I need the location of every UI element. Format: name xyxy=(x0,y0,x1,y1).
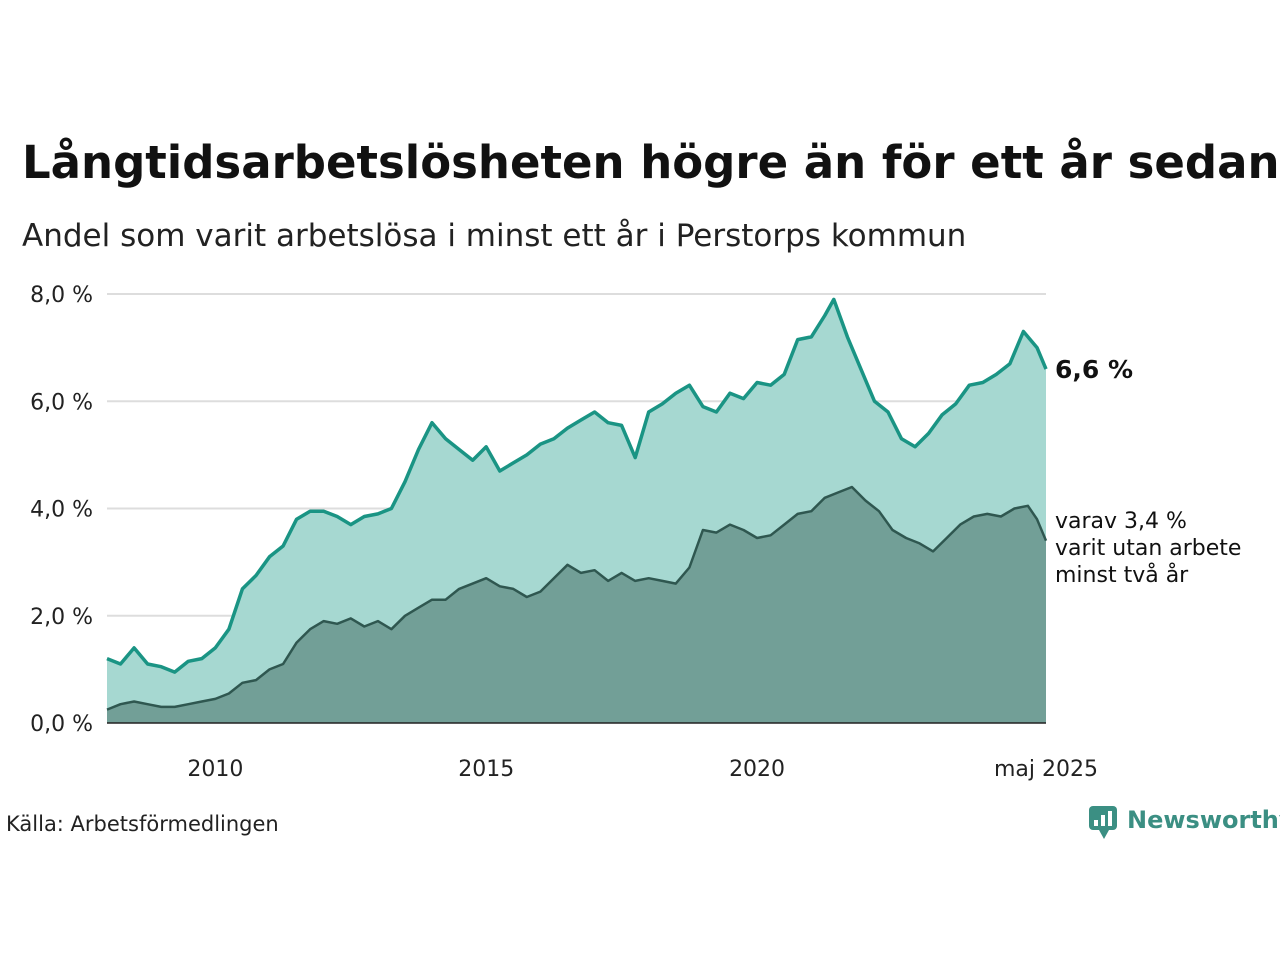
newsworthy-logo: Newsworthy xyxy=(1089,806,1280,839)
y-tick-label: 6,0 % xyxy=(30,390,93,415)
plot-area xyxy=(106,297,1048,724)
x-axis: 2010 2015 2020 maj 2025 xyxy=(187,757,1098,782)
y-tick-label: 4,0 % xyxy=(30,498,93,523)
annotation-line-1: varav 3,4 % xyxy=(1055,509,1187,534)
chart-title: Långtidsarbetslösheten högre än för ett … xyxy=(22,136,1280,189)
series-minst-tva-ar-area xyxy=(107,487,1046,723)
series-minst-tva-ar-line xyxy=(106,485,1048,711)
y-tick-label: 8,0 % xyxy=(30,283,93,308)
y-axis: 0,0 % 2,0 % 4,0 % 6,0 % 8,0 % xyxy=(30,283,93,737)
x-tick-label: 2010 xyxy=(187,757,243,782)
annotation-line-2: varit utan arbete xyxy=(1055,536,1241,561)
y-tick-label: 0,0 % xyxy=(30,712,93,737)
end-value-label: 6,6 % xyxy=(1055,355,1133,384)
x-tick-label: 2015 xyxy=(458,757,514,782)
chart-subtitle: Andel som varit arbetslösa i minst ett å… xyxy=(22,218,966,254)
source-note: Källa: Arbetsförmedlingen xyxy=(6,812,279,836)
x-tick-label: 2020 xyxy=(729,757,785,782)
annotation-line-3: minst två år xyxy=(1055,562,1189,588)
brand-name: Newsworthy xyxy=(1127,806,1280,834)
series-minst-ett-ar-line xyxy=(106,297,1048,674)
x-tick-label: maj 2025 xyxy=(994,757,1098,782)
series-annotation: varav 3,4 % varit utan arbete minst två … xyxy=(1055,509,1241,588)
newsworthy-icon xyxy=(1089,806,1117,839)
y-tick-label: 2,0 % xyxy=(30,605,93,630)
